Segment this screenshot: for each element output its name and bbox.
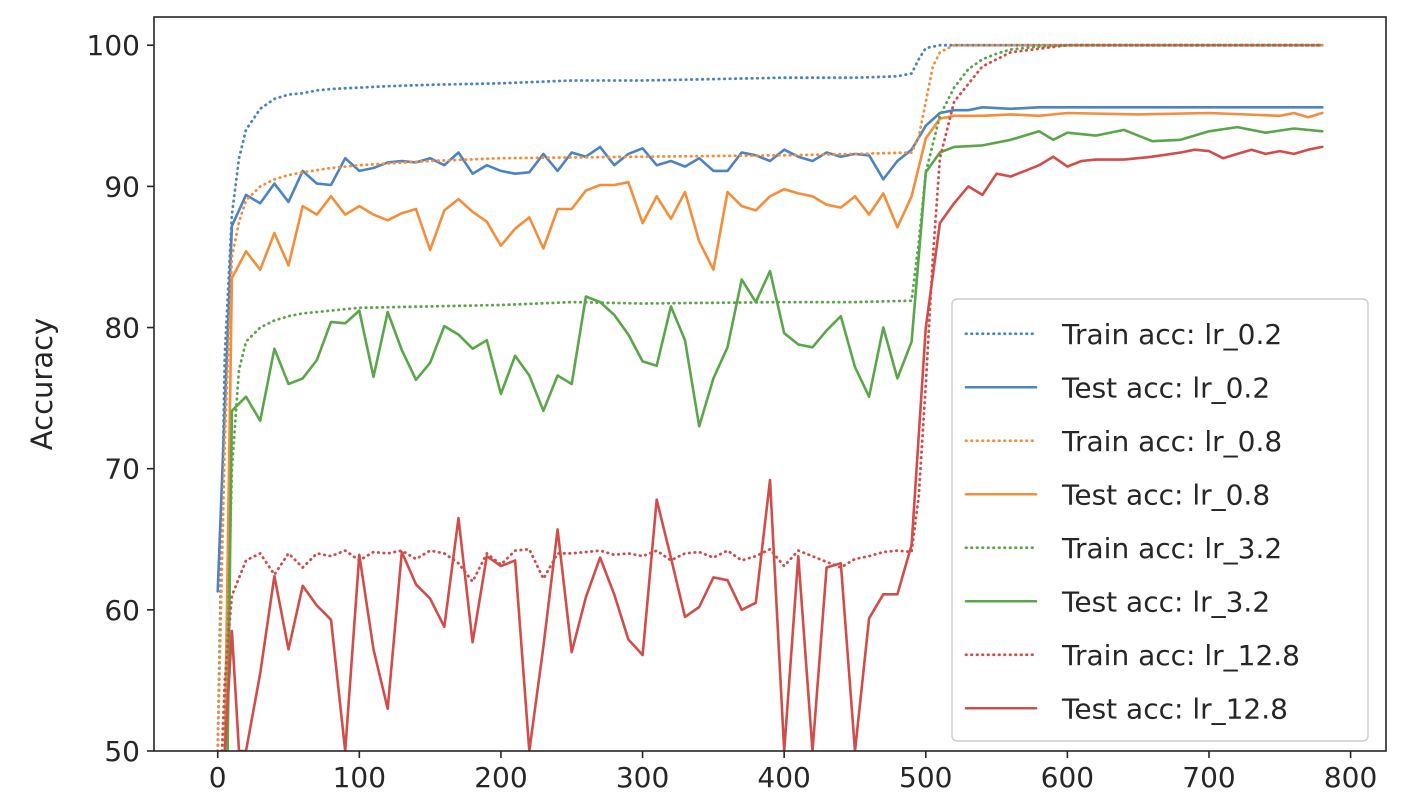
series-line-5 xyxy=(226,125,1324,751)
legend-entry-0: Train acc: lr_0.2 xyxy=(1061,318,1282,351)
legend-entry-7: Test acc: lr_12.8 xyxy=(1061,692,1288,725)
series-line-3 xyxy=(223,111,1324,751)
legend: Train acc: lr_0.2 Test acc: lr_0.2 Train a… xyxy=(951,298,1369,742)
x-tick-label-6: 600 xyxy=(1041,761,1094,794)
x-tick-label-4: 400 xyxy=(757,761,810,794)
legend-entry-4: Train acc: lr_3.2 xyxy=(1061,532,1282,565)
y-tick-label-5: 100 xyxy=(87,29,140,62)
series-line-1 xyxy=(216,106,1324,593)
plot-frame xyxy=(153,16,1387,752)
x-tick-label-1: 100 xyxy=(333,761,386,794)
x-tick-label-5: 500 xyxy=(899,761,952,794)
legend-entry-1: Test acc: lr_0.2 xyxy=(1061,371,1270,404)
series-line-0 xyxy=(216,43,1324,751)
series-line-4 xyxy=(223,43,1324,751)
series-lines xyxy=(216,43,1324,751)
y-tick-label-3: 80 xyxy=(104,312,140,345)
y-tick-label-2: 70 xyxy=(104,453,140,486)
legend-entry-2: Train acc: lr_0.8 xyxy=(1061,425,1282,458)
x-tick-label-3: 300 xyxy=(616,761,669,794)
x-tick-label-0: 0 xyxy=(209,761,227,794)
x-tick-label-2: 200 xyxy=(474,761,527,794)
y-axis-ticks: 50 60 70 80 90 100 xyxy=(87,29,154,768)
legend-box xyxy=(951,298,1369,742)
legend-entry-6: Train acc: lr_12.8 xyxy=(1061,639,1300,672)
legend-entry-5: Test acc: lr_3.2 xyxy=(1061,585,1270,618)
series-line-2 xyxy=(216,43,1324,751)
x-tick-label-7: 700 xyxy=(1182,761,1235,794)
series-line-7 xyxy=(223,145,1324,751)
y-tick-label-0: 50 xyxy=(104,735,140,768)
legend-entry-3: Test acc: lr_0.8 xyxy=(1061,478,1270,511)
y-tick-label-1: 60 xyxy=(104,594,140,627)
y-axis-label: Accuracy xyxy=(25,318,59,450)
x-tick-label-8: 800 xyxy=(1324,761,1377,794)
y-tick-label-4: 90 xyxy=(104,170,140,203)
x-axis-ticks: 0 100 200 300 400 500 600 700 800 xyxy=(209,751,1377,794)
series-line-6 xyxy=(220,43,1324,751)
